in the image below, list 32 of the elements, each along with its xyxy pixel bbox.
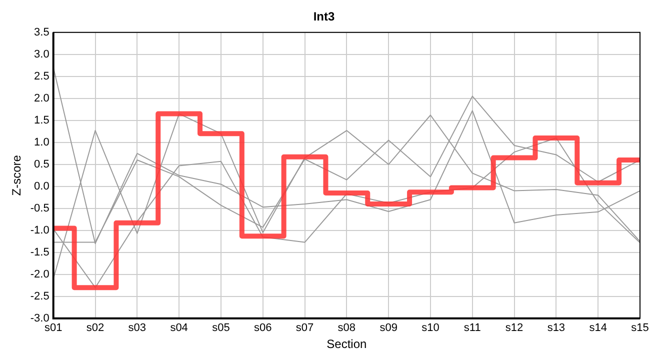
x-tick-label: s13 xyxy=(547,322,566,334)
x-tick-label: s12 xyxy=(505,322,524,334)
x-tick-label: s11 xyxy=(464,322,481,334)
y-tick-label: 1.0 xyxy=(34,136,50,148)
x-tick-label: s08 xyxy=(338,322,356,334)
y-tick-label: -2.5 xyxy=(30,290,50,302)
y-axis-title: Z-score xyxy=(10,154,24,196)
y-tick-label: -3.0 xyxy=(30,312,50,324)
x-tick-label: s15 xyxy=(631,322,649,334)
y-tick-label: 2.5 xyxy=(34,70,50,82)
x-tick-label: s04 xyxy=(170,322,188,334)
x-tick-label: s09 xyxy=(380,322,398,334)
y-tick-label: 3.0 xyxy=(34,48,50,60)
y-tick-label: -1.0 xyxy=(30,224,50,236)
chart-title: Int3 xyxy=(313,10,335,24)
x-tick-label: s05 xyxy=(212,322,230,334)
x-tick-label: s10 xyxy=(422,322,440,334)
x-tick-label: s02 xyxy=(86,322,104,334)
y-tick-label: 3.5 xyxy=(34,26,50,38)
x-axis-title: Section xyxy=(326,337,367,352)
x-tick-label: s01 xyxy=(44,322,62,334)
x-tick-label: s03 xyxy=(128,322,146,334)
y-tick-label: 0.5 xyxy=(34,158,50,170)
y-tick-label: 1.5 xyxy=(34,114,50,126)
x-tick-label: s07 xyxy=(296,322,314,334)
y-tick-label: -1.5 xyxy=(30,246,50,258)
x-tick-label: s14 xyxy=(589,322,607,334)
y-tick-label: 0.0 xyxy=(34,180,50,192)
y-tick-label: -2.0 xyxy=(30,268,50,280)
y-tick-label: -0.5 xyxy=(30,202,50,214)
x-tick-label: s06 xyxy=(254,322,272,334)
y-tick-label: 2.0 xyxy=(34,92,50,104)
